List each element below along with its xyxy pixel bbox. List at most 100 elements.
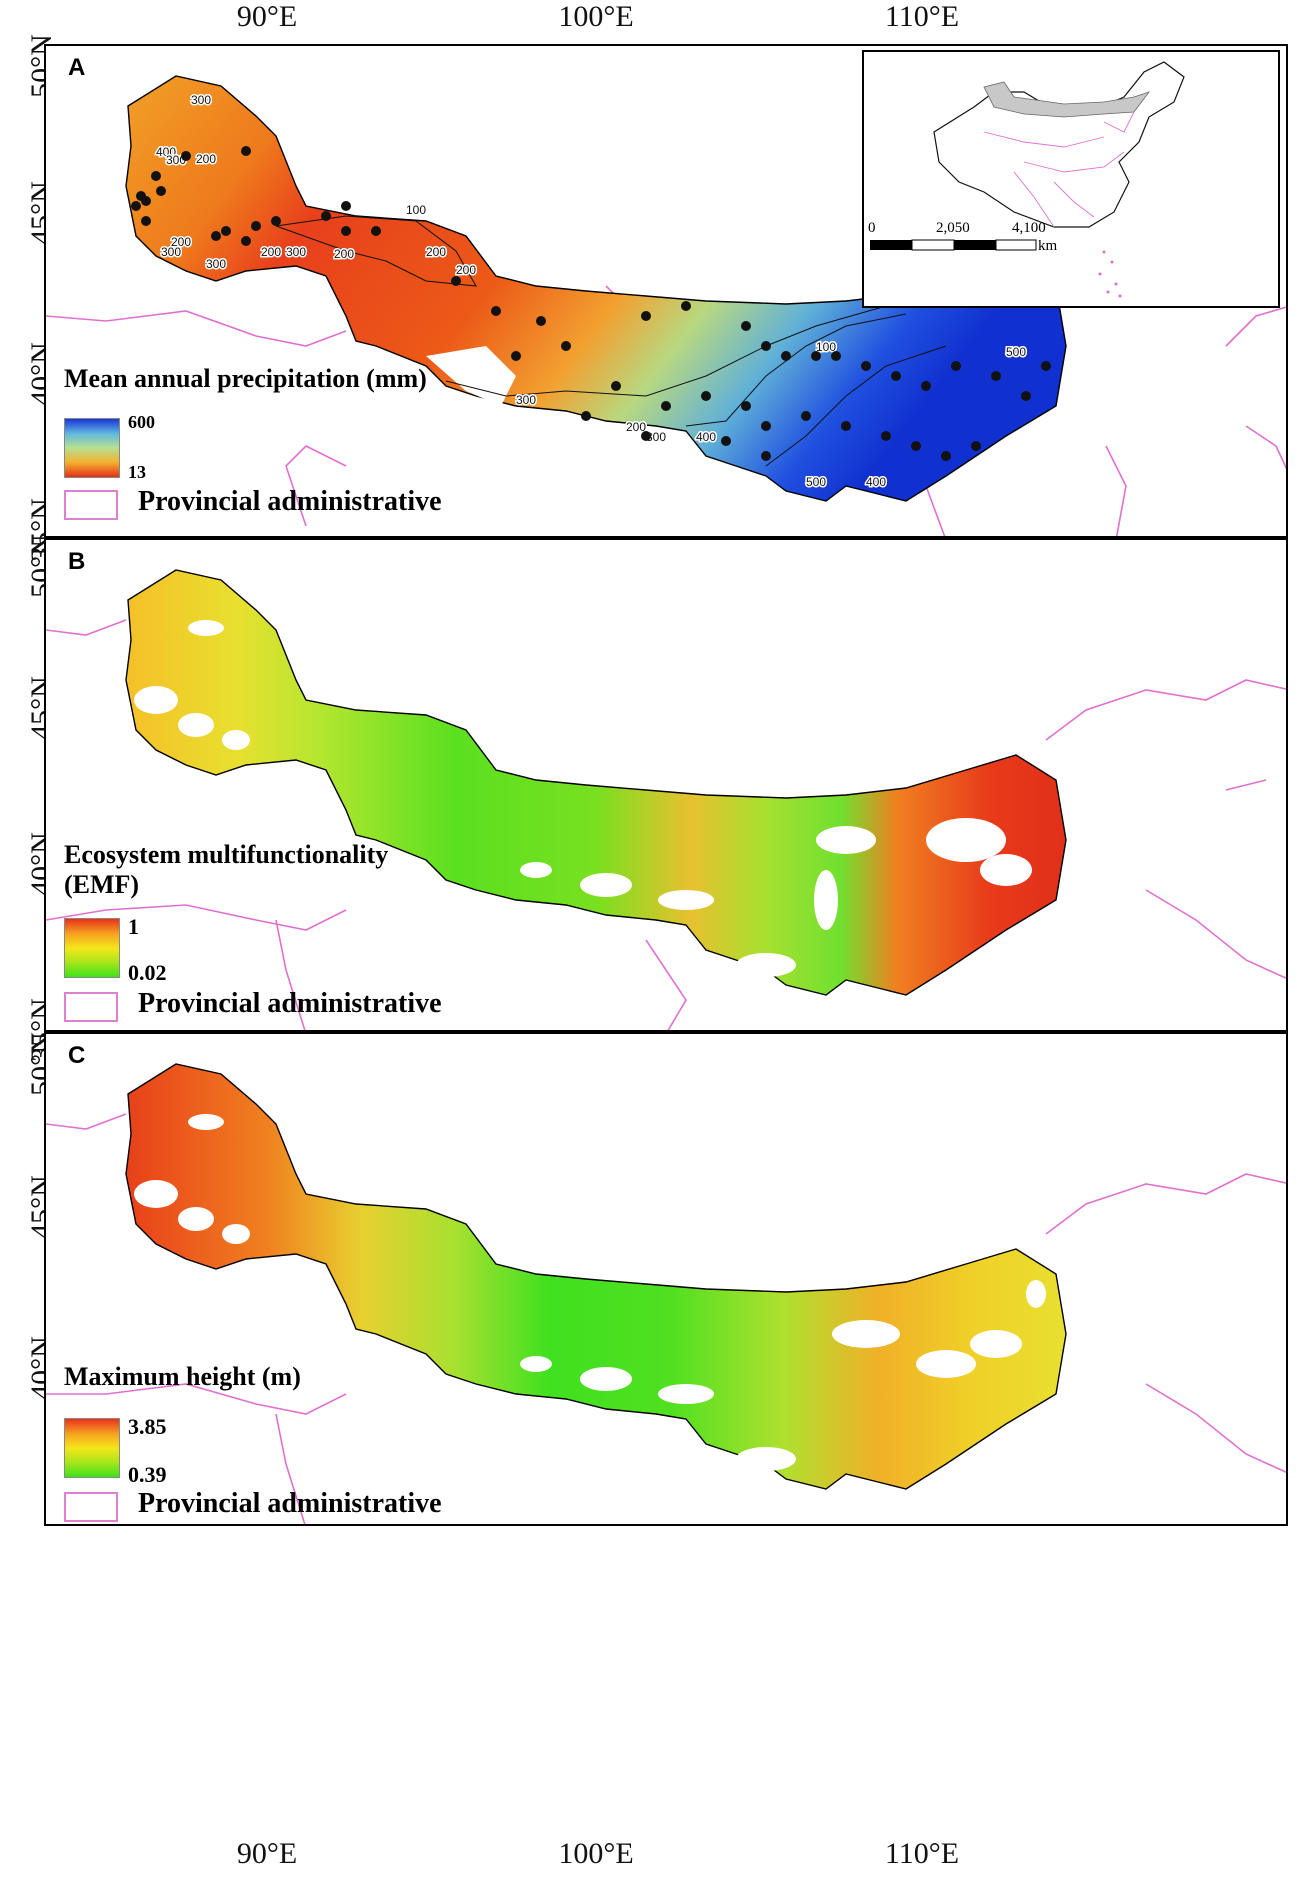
contour-label: 400	[866, 475, 886, 489]
contour-label: 500	[806, 475, 826, 489]
sampling-site-dot	[741, 321, 751, 331]
panel-b-legend-colorbar	[64, 918, 120, 978]
inset-map-canvas	[870, 61, 1185, 298]
sampling-site-dot	[921, 381, 931, 391]
panel-b-provincial-legend-swatch	[64, 992, 118, 1022]
contour-label: 200	[626, 420, 646, 434]
panel-b-map-canvas	[46, 569, 1286, 1030]
panel-a-letter: A	[68, 54, 86, 81]
contour-label: 400	[156, 145, 176, 159]
sampling-site-dot	[221, 226, 231, 236]
sampling-site-dot	[1041, 361, 1051, 371]
sampling-site-dot	[881, 431, 891, 441]
sampling-site-dot	[1021, 391, 1031, 401]
sampling-site-dot	[181, 151, 191, 161]
sampling-sites	[131, 146, 1051, 461]
sampling-site-dot	[661, 401, 671, 411]
sampling-site-dot	[141, 196, 151, 206]
lon-tick-bottom-100: 100°E	[558, 1837, 634, 1870]
lon-tick-top-110: 110°E	[884, 0, 960, 33]
panel-b-letter: B	[68, 548, 86, 575]
panel-b-legend-title: Ecosystem multifunctionality (EMF)	[64, 840, 389, 899]
contour-label: 200	[196, 152, 216, 166]
contour-label: 100	[816, 340, 836, 354]
panel-a-provincial-legend-label: Provincial administrative	[138, 486, 442, 517]
panel-c-provincial-legend-swatch	[64, 1492, 118, 1522]
sampling-site-dot	[156, 186, 166, 196]
sampling-site-dot	[841, 421, 851, 431]
sampling-site-dot	[641, 311, 651, 321]
contour-label: 100	[406, 203, 426, 217]
sampling-site-dot	[211, 231, 221, 241]
sampling-site-dot	[741, 401, 751, 411]
lon-tick-bottom-110: 110°E	[884, 1837, 960, 1870]
sampling-site-dot	[971, 441, 981, 451]
contour-label: 200	[171, 235, 191, 249]
provincial-boundaries	[46, 1113, 1286, 1524]
sampling-site-dot	[131, 201, 141, 211]
sampling-site-dot	[141, 216, 151, 226]
panel-c-height-map: C Maximum height (m) 3.85 0.39 Provincia…	[44, 1032, 1288, 1526]
sampling-site-dot	[241, 236, 251, 246]
sampling-site-dot	[761, 341, 771, 351]
study-region-c	[125, 1063, 1067, 1490]
sampling-site-dot	[536, 316, 546, 326]
sampling-site-dot	[801, 411, 811, 421]
sampling-site-dot	[701, 391, 711, 401]
study-region-b	[125, 569, 1067, 996]
contour-label: 500	[1006, 345, 1026, 359]
sampling-site-dot	[511, 351, 521, 361]
provincial-boundaries	[46, 619, 1286, 1030]
scale-label-4100: 4,100	[1012, 220, 1046, 236]
contour-label: 300	[206, 257, 226, 271]
sampling-site-dot	[761, 421, 771, 431]
sampling-site-dot	[341, 226, 351, 236]
panel-c-map-canvas	[46, 1063, 1286, 1524]
inset-map-china: 0 2,050 4,100 km	[862, 50, 1280, 308]
no-data-area	[426, 346, 516, 406]
sampling-site-dot	[371, 226, 381, 236]
sampling-site-dot	[861, 361, 871, 371]
panel-b-emf-map: B Ecosystem multifunctionality (EMF) 1 0…	[44, 538, 1288, 1032]
sampling-site-dot	[321, 211, 331, 221]
sampling-site-dot	[681, 301, 691, 311]
sampling-site-dot	[991, 371, 1001, 381]
panel-a-legend-max: 600	[128, 412, 155, 432]
sampling-site-dot	[561, 341, 571, 351]
no-data-patches	[134, 1114, 1046, 1471]
sampling-site-dot	[941, 451, 951, 461]
contour-label: 200	[334, 247, 354, 261]
contour-label: 300	[516, 393, 536, 407]
lon-tick-top-90: 90°E	[236, 0, 298, 33]
sampling-site-dot	[451, 276, 461, 286]
sampling-site-dot	[911, 441, 921, 451]
panel-b-legend-min: 0.02	[128, 960, 167, 985]
contour-label: 300	[646, 430, 666, 444]
panel-c-letter: C	[68, 1042, 86, 1069]
inset-scale-bar	[870, 239, 1037, 251]
contour-label: 300	[286, 245, 306, 259]
panel-c-legend-min: 0.39	[128, 1462, 167, 1487]
panel-a-legend-title: Mean annual precipitation (mm)	[64, 364, 427, 393]
panel-b-provincial-legend-label: Provincial administrative	[138, 988, 442, 1019]
inset-provinces	[983, 111, 1135, 228]
scale-label-0: 0	[868, 220, 876, 236]
study-area-highlight	[983, 81, 1151, 118]
sampling-site-dot	[251, 221, 261, 231]
lon-tick-top-100: 100°E	[558, 0, 634, 33]
scale-label-2050: 2,050	[936, 220, 970, 236]
sampling-site-dot	[491, 306, 501, 316]
no-data-patches	[134, 620, 1032, 977]
sampling-site-dot	[151, 171, 161, 181]
china-outline	[933, 61, 1185, 228]
sampling-site-dot	[761, 451, 771, 461]
contour-label: 300	[191, 93, 211, 107]
panel-a-precipitation-map: 300 400 300 200 200 300 300 200 300 200 200 200 100 3…	[44, 44, 1288, 538]
sampling-site-dot	[781, 351, 791, 361]
panel-c-legend-colorbar	[64, 1418, 120, 1478]
sampling-site-dot	[241, 146, 251, 156]
panel-a-legend-colorbar	[64, 418, 120, 478]
sampling-site-dot	[611, 381, 621, 391]
sampling-site-dot	[831, 351, 841, 361]
